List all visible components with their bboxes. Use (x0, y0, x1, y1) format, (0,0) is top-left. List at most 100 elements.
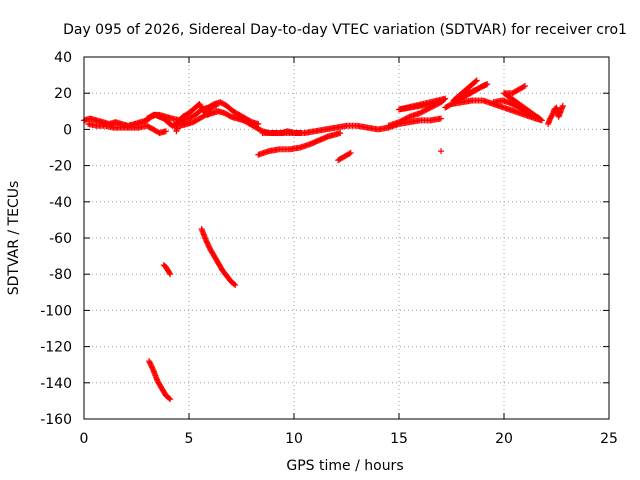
series-segment-12h (335, 149, 354, 164)
data-point (510, 107, 517, 114)
data-point (461, 88, 468, 95)
data-point (225, 112, 232, 119)
series-band-early-lower (85, 120, 169, 137)
data-point (477, 84, 484, 91)
data-point (154, 128, 161, 135)
x-tick-label: 20 (495, 431, 513, 447)
data-point (480, 83, 487, 90)
data-point (476, 85, 483, 92)
data-point (147, 124, 154, 131)
y-tick-label: 0 (63, 122, 72, 138)
data-point (163, 265, 170, 272)
data-point (402, 115, 409, 122)
x-tick-label: 0 (80, 431, 89, 447)
data-point (482, 81, 489, 88)
data-point (166, 269, 173, 276)
y-tick-label: -120 (40, 340, 72, 356)
data-point (422, 107, 429, 114)
data-point (466, 89, 473, 96)
data-series (81, 77, 566, 403)
series-segment-4h (160, 262, 174, 278)
data-point (209, 250, 216, 257)
y-tick-label: -40 (49, 195, 72, 211)
data-point (147, 113, 154, 120)
data-point (165, 268, 172, 275)
series-band-mid (259, 115, 444, 137)
data-point (520, 83, 527, 90)
data-point (468, 88, 475, 95)
data-point (454, 93, 461, 100)
data-point (513, 88, 520, 95)
data-point (470, 87, 477, 94)
data-point (295, 144, 302, 151)
y-tick-label: -80 (49, 267, 72, 283)
y-tick-label: -60 (49, 231, 72, 247)
data-point (230, 280, 237, 287)
data-point (481, 82, 488, 89)
data-point (419, 108, 426, 115)
data-point (559, 104, 566, 111)
data-point (193, 116, 200, 123)
data-point (401, 116, 408, 123)
data-point (231, 281, 238, 288)
data-point (467, 82, 474, 89)
data-point (420, 108, 427, 115)
data-point (165, 394, 171, 401)
data-point (226, 276, 233, 283)
data-point (214, 257, 220, 264)
y-tick-label: -140 (40, 376, 72, 392)
data-point (426, 101, 433, 108)
data-point (222, 270, 229, 277)
series-band-spikes (173, 101, 220, 135)
data-point (250, 123, 257, 130)
chart-title: Day 095 of 2026, Sidereal Day-to-day VTE… (63, 22, 627, 38)
data-point (415, 110, 422, 117)
data-point (398, 117, 405, 124)
y-tick-label: -100 (40, 303, 72, 319)
data-point (345, 151, 352, 158)
data-point (508, 90, 514, 97)
data-point (472, 87, 479, 94)
series-band-end (545, 102, 566, 127)
y-tick-label: -160 (40, 412, 72, 428)
data-point (469, 88, 476, 95)
data-point (161, 390, 168, 397)
data-point (199, 105, 206, 112)
data-point (534, 114, 541, 121)
data-point (335, 130, 342, 137)
data-point (478, 83, 485, 90)
x-tick-label: 5 (185, 431, 194, 447)
data-point (244, 119, 251, 126)
data-point (212, 103, 219, 110)
series-band-late-upper (442, 77, 491, 111)
series-band-late-lower (490, 97, 543, 122)
series-band-late-rise (385, 95, 449, 129)
data-point (397, 118, 404, 125)
data-point (472, 78, 479, 85)
series-segment-6h (198, 225, 239, 289)
data-point (161, 128, 168, 135)
data-point (438, 148, 444, 155)
data-point (436, 97, 443, 104)
data-point (471, 79, 478, 86)
data-point (557, 109, 564, 116)
series-segment-3h (146, 358, 174, 403)
data-point (221, 101, 228, 108)
y-tick-label: 40 (54, 50, 72, 66)
data-point (465, 90, 472, 97)
data-point (547, 114, 554, 121)
y-tick-label: 20 (54, 86, 72, 102)
data-point (228, 106, 234, 113)
data-point (192, 104, 199, 111)
data-point (188, 108, 195, 115)
x-tick-label: 10 (285, 431, 303, 447)
data-point (394, 119, 401, 126)
data-point (346, 150, 353, 157)
series-outlier-17h (438, 148, 444, 155)
x-tick-label: 15 (390, 431, 408, 447)
data-point (403, 115, 410, 122)
data-point (256, 126, 263, 133)
data-point (519, 106, 526, 113)
data-point (167, 120, 174, 127)
